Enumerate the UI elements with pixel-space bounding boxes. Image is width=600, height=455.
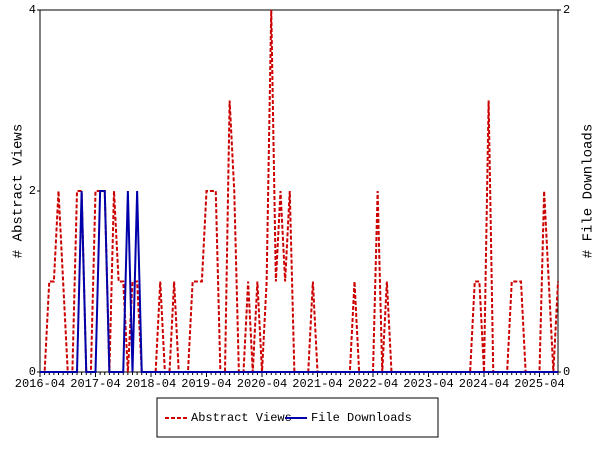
y2-axis-title: # File Downloads — [581, 124, 597, 258]
y-tick-label: 4 — [29, 3, 36, 17]
y2-tick-label: 0 — [563, 365, 570, 379]
y-tick-label: 2 — [29, 184, 36, 198]
x-tick-label: 2019-04 — [181, 377, 231, 391]
x-tick-label: 2021-04 — [292, 377, 342, 391]
series-line — [40, 9, 559, 373]
y-axis-title: # Abstract Views — [11, 124, 27, 258]
x-tick-label: 2022-04 — [348, 377, 398, 391]
x-tick-label: 2017-04 — [70, 377, 120, 391]
y2-tick-label: 2 — [563, 3, 570, 17]
x-tick-label: 2025-04 — [514, 377, 564, 391]
series-line — [40, 190, 558, 373]
plot-frame — [39, 9, 559, 373]
legend-label: File Downloads — [311, 411, 412, 425]
x-tick-label: 2018-04 — [126, 377, 176, 391]
legend-label: Abstract Views — [191, 411, 292, 425]
x-tick-label: 2023-04 — [403, 377, 453, 391]
y-tick-label: 0 — [29, 365, 36, 379]
x-tick-label: 2016-04 — [15, 377, 65, 391]
x-tick-label: 2020-04 — [237, 377, 287, 391]
x-tick-label: 2024-04 — [459, 377, 509, 391]
